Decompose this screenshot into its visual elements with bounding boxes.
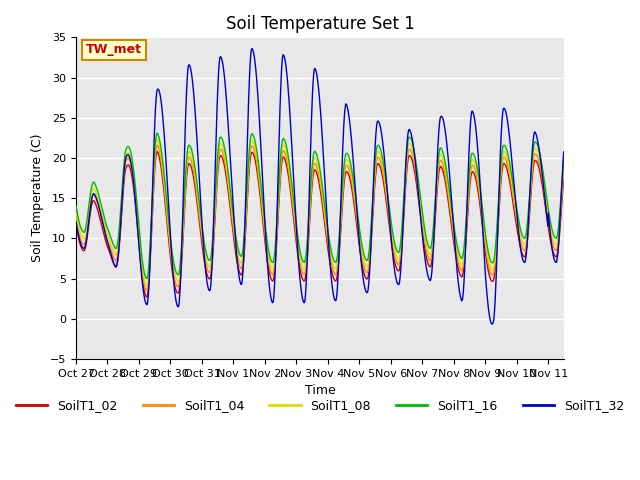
Text: TW_met: TW_met [86, 43, 142, 57]
Y-axis label: Soil Temperature (C): Soil Temperature (C) [31, 134, 44, 263]
Title: Soil Temperature Set 1: Soil Temperature Set 1 [225, 15, 415, 33]
Legend: SoilT1_02, SoilT1_04, SoilT1_08, SoilT1_16, SoilT1_32: SoilT1_02, SoilT1_04, SoilT1_08, SoilT1_… [11, 394, 629, 417]
X-axis label: Time: Time [305, 384, 335, 397]
